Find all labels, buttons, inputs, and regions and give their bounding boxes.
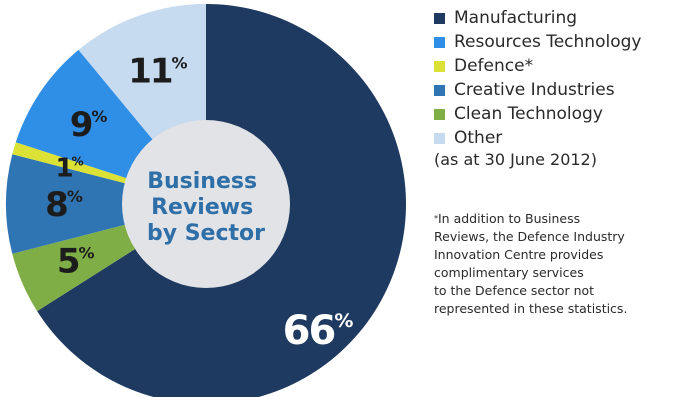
footnote-line: Reviews, the Defence Industry [434,229,625,244]
legend-swatch [434,108,445,120]
slice-value-label: 66% [283,308,354,354]
donut-chart: Business Reviews by Sector 66% 5% 8%1% 9% 11… [5,4,406,397]
legend-label: Clean Technology [454,104,603,124]
legend-label: Creative Industries [454,80,615,100]
footnote-line: to the Defence sector not [434,283,595,298]
slice-value-label: 11% [128,51,187,91]
legend-item-creative-industries: Creative Industries [434,78,641,102]
legend: Manufacturing Resources Technology Defen… [434,6,641,150]
legend-swatch [434,132,445,144]
legend-swatch [434,60,445,72]
legend-item-other: Other [434,126,641,150]
footnote-line: complimentary services [434,265,584,280]
slice-value-label: 1% [56,153,84,183]
legend-label: Manufacturing [454,8,578,28]
slice-value-label: 5% [57,241,95,281]
legend-swatch [434,36,445,48]
svg-text:Business Reviews b: Business Reviews by Sector [147,169,265,246]
legend-item-clean-technology: Clean Technology [434,102,641,126]
legend-item-manufacturing: Manufacturing [434,6,641,30]
footnote-line: represented in these statistics. [434,301,628,316]
slice-value-label: 9% [70,105,108,145]
legend-item-resources-technology: Resources Technology [434,30,641,54]
legend-label: Other [454,128,503,148]
center-label-line-3: by Sector [147,221,265,246]
legend-label: Resources Technology [454,32,642,52]
footnote-mark: * [434,214,438,223]
as-at-date-note: (as at 30 June 2012) [434,150,597,169]
legend-item-defence: Defence* [434,54,641,78]
footnote-line: Innovation Centre provides [434,247,604,262]
footnote: *In addition to Business Reviews, the De… [434,210,670,318]
chart-center-disc [122,120,290,288]
center-label-line-1: Business [147,169,257,194]
slice-value-label: 8% [45,185,83,225]
legend-swatch [434,12,445,24]
footnote-line: *In addition to Business [434,210,670,228]
slice-creative-industries [5,154,206,254]
footnote-text: In addition to Business [438,211,581,226]
center-label-line-2: Reviews [151,195,253,220]
legend-swatch [434,84,445,96]
slice-label-group: 66% 5% 8%1% 9% 11% [45,51,354,354]
legend-label: Defence* [454,56,534,76]
